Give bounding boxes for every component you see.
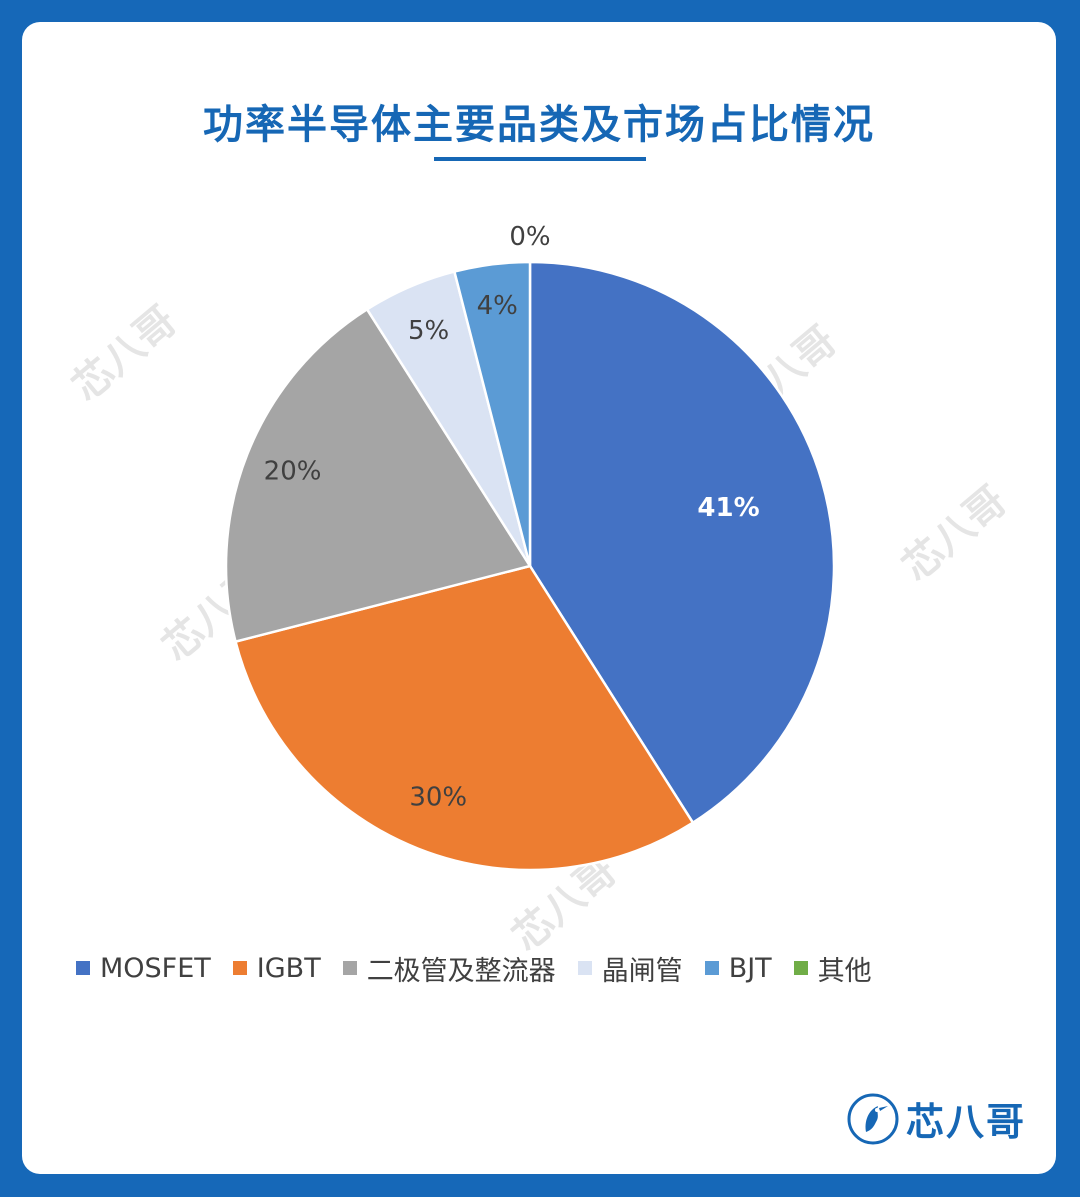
legend-item-3: 二极管及整流器: [342, 949, 556, 988]
legend-label: BJT: [728, 952, 772, 984]
legend-swatch: [232, 961, 247, 975]
legend-item-2: IGBT: [232, 952, 321, 984]
legend-item-4: 晶闸管: [577, 949, 683, 988]
pie-slice-2: [234, 564, 695, 872]
legend-swatch: [342, 961, 357, 975]
brand-logo: 芯八哥: [846, 1091, 1026, 1146]
data-label-5: 4%: [477, 291, 518, 321]
data-label-2: 30%: [409, 782, 467, 812]
data-label-6: 0%: [509, 222, 550, 252]
legend-label: 其他: [817, 955, 872, 987]
pie-slice-5: [452, 260, 532, 567]
title-underline: [434, 157, 646, 161]
legend-swatch: [76, 961, 90, 975]
legend-label: 晶闸管: [601, 955, 683, 987]
chart-card: 功率半导体主要品类及市场占比情况 芯八哥 芯八哥 芯八哥 芯八哥 芯八哥 芯八哥…: [22, 22, 1056, 1174]
legend-swatch: [577, 961, 592, 975]
pie-slice-3: [224, 307, 532, 644]
brand-name: 芯八哥: [905, 1100, 1026, 1144]
data-label-4: 5%: [408, 316, 449, 346]
pie-chart: 41% 30% 20% 5% 4% 0%: [224, 222, 836, 872]
data-label-3: 20%: [264, 456, 322, 486]
chart-legend: MOSFET IGBT 二极管及整流器 晶闸管 BJT 其他: [76, 948, 872, 988]
legend-item-6: 其他: [793, 949, 872, 988]
legend-label: IGBT: [256, 952, 321, 984]
legend-label: 二极管及整流器: [366, 955, 556, 987]
legend-swatch: [704, 961, 719, 975]
legend-label: MOSFET: [100, 952, 211, 984]
legend-swatch: [793, 961, 808, 975]
data-label-1: 41%: [697, 493, 759, 523]
kingfisher-bird-icon: [847, 1093, 899, 1144]
legend-item-5: BJT: [704, 952, 772, 984]
legend-item-1: MOSFET: [76, 953, 211, 984]
pie-slice-1: [528, 260, 836, 825]
chart-title: 功率半导体主要品类及市场占比情况: [203, 102, 875, 148]
